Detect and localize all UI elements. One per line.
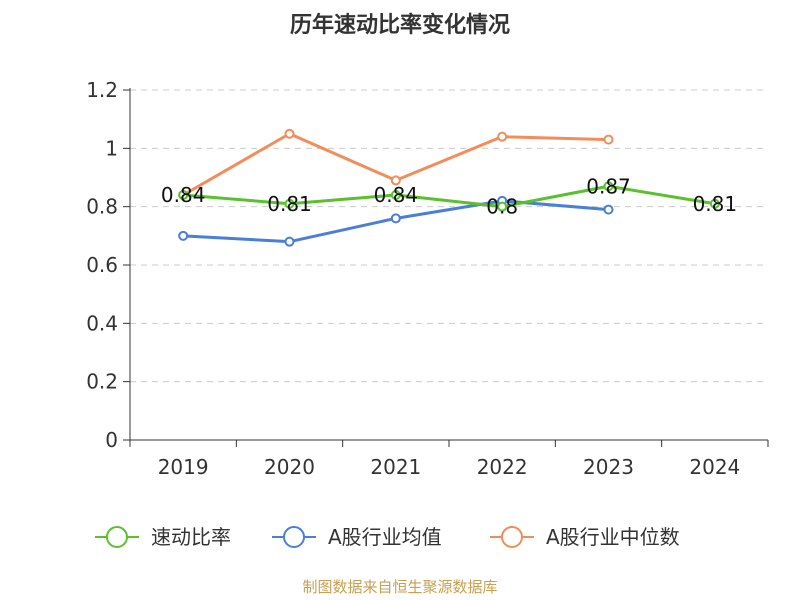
y-tick-label: 0.6 — [86, 253, 118, 277]
y-tick-label: 0 — [105, 428, 118, 452]
series-0-point — [603, 181, 614, 192]
series-0-point — [390, 190, 401, 200]
data-label: 0.8 — [486, 195, 518, 219]
y-tick-label: 0.2 — [86, 370, 118, 394]
series-layer — [178, 128, 720, 247]
legend-item-label: A股行业均值 — [328, 525, 442, 549]
data-label: 0.81 — [693, 192, 738, 216]
series-2-point — [390, 175, 401, 186]
series-2-point — [284, 128, 295, 139]
series-1-point — [178, 230, 189, 241]
legend-item-label: 速动比率 — [151, 525, 231, 549]
series-1-point — [603, 204, 614, 215]
data-labels: 0.84 0.81 0.84 0.8 0.87 0.81 — [161, 174, 737, 218]
series-0-point — [178, 190, 189, 200]
source-note: 制图数据来自恒生聚源数据库 — [302, 578, 497, 596]
series-0-point — [709, 198, 720, 209]
legend[interactable]: 速动比率 A股行业均值 A股行业中位数 — [95, 525, 680, 549]
series-0-point — [284, 198, 295, 209]
series-0-line — [183, 184, 716, 209]
y-tick-label: 0.8 — [86, 195, 118, 219]
series-1-point — [284, 236, 295, 247]
x-tick-label: 2022 — [477, 455, 528, 479]
series-2-point — [603, 134, 614, 145]
chart-title: 历年速动比率变化情况 — [290, 12, 510, 38]
data-label: 0.84 — [161, 183, 206, 207]
x-tick-label: 2020 — [264, 455, 315, 479]
data-label: 0.87 — [586, 174, 631, 198]
x-tick-label: 2021 — [370, 455, 421, 479]
legend-item-label: A股行业中位数 — [546, 525, 680, 549]
legend-marker — [501, 526, 523, 548]
series-1-point — [390, 213, 401, 224]
x-tick-label: 2019 — [158, 455, 209, 479]
legend-marker — [283, 526, 305, 548]
series-0-point — [497, 201, 508, 212]
x-tick-label: 2023 — [583, 455, 634, 479]
grid — [130, 89, 768, 383]
y-tick-label: 1 — [105, 136, 118, 160]
legend-marker — [106, 526, 128, 548]
data-label: 0.84 — [374, 183, 419, 207]
y-tick-label: 1.2 — [86, 78, 118, 102]
data-label: 0.81 — [267, 192, 312, 216]
x-tick-label: 2024 — [689, 455, 740, 479]
series-2-point — [497, 131, 508, 142]
y-tick-label: 0.4 — [86, 311, 118, 335]
